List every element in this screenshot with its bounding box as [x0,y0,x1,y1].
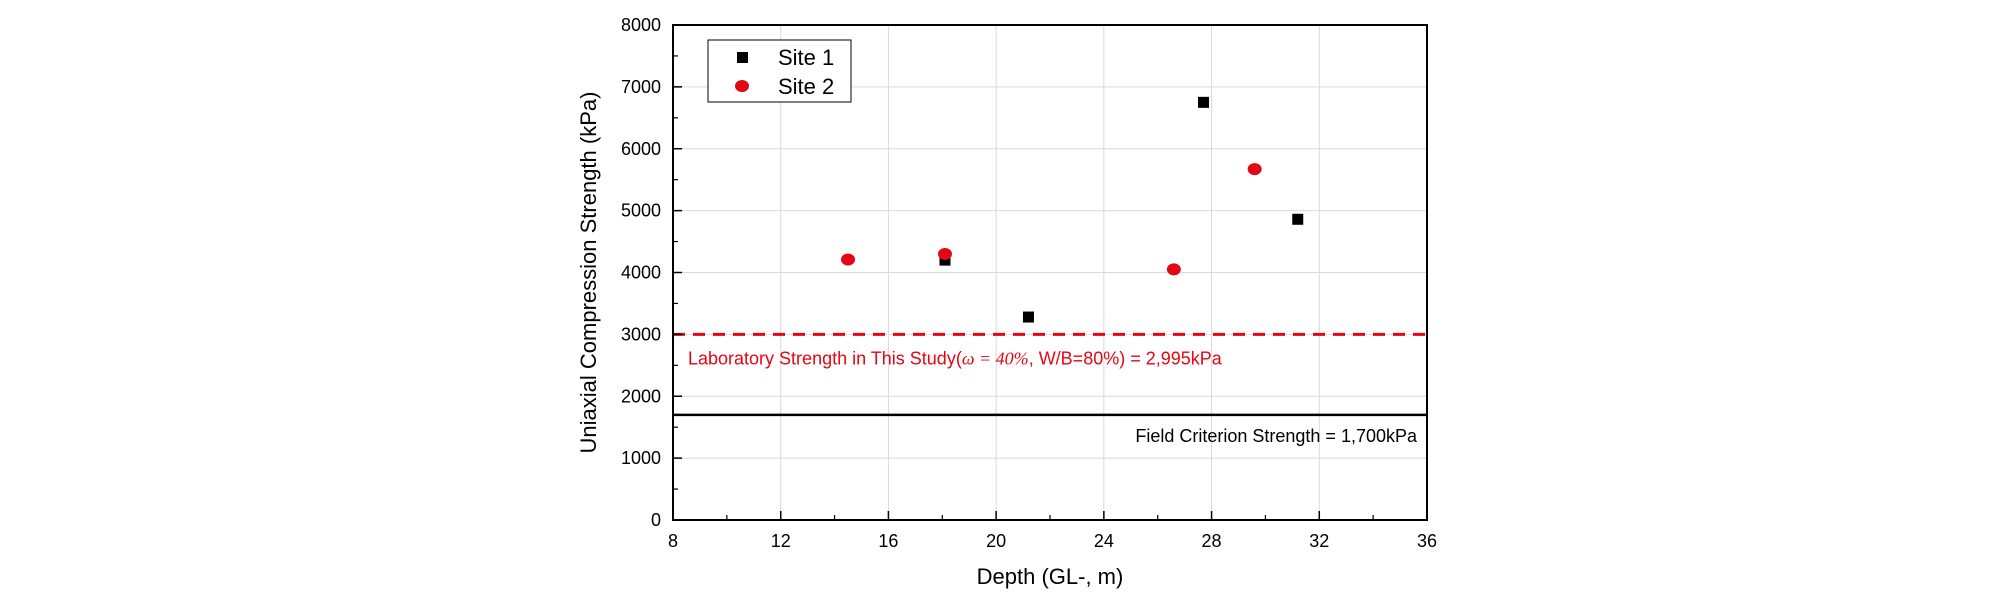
legend-label-site-1: Site 1 [778,45,834,70]
x-tick-label: 12 [771,531,791,551]
site-2-point [1247,163,1262,176]
legend-box [707,39,852,103]
lab-label-prefix: Laboratory Strength in This Study( [688,348,962,368]
x-tick-label: 28 [1202,531,1222,551]
legend: Site 1 Site 2 [707,39,852,103]
y-tick-label: 6000 [621,139,661,159]
data-points [841,96,1304,323]
laboratory-strength-label: Laboratory Strength in This Study(ω = 40… [688,348,1223,368]
y-axis-title: Uniaxial Compression Strength (kPa) [576,92,601,454]
site-1-point [939,254,951,266]
reference-lines [673,332,1427,417]
y-tick-label: 5000 [621,201,661,221]
site-1-point [1022,311,1034,323]
y-tick-labels: 0 1000 2000 3000 4000 5000 6000 7000 8000 [621,15,661,530]
x-tick-label: 8 [668,531,678,551]
y-tick-label: 8000 [621,15,661,35]
y-tick-label: 2000 [621,386,661,406]
y-tick-label: 4000 [621,263,661,283]
site-1-point [1292,213,1304,225]
x-tick-label: 20 [986,531,1006,551]
y-tick-label: 3000 [621,324,661,344]
x-tick-label: 32 [1309,531,1329,551]
y-tick-label: 0 [651,510,661,530]
legend-label-site-2: Site 2 [778,74,834,99]
lab-label-omega: ω = 40% [962,348,1029,368]
x-tick-labels: 8 12 16 20 24 28 32 36 [668,531,1437,551]
x-tick-label: 36 [1417,531,1437,551]
y-tick-label: 7000 [621,77,661,97]
lab-label-suffix: , W/B=80%) = 2,995kPa [1029,348,1223,368]
y-tick-label: 1000 [621,448,661,468]
site-2-point [937,247,952,260]
plot-frame [672,24,1428,521]
site-2-point [841,253,856,266]
legend-marker-site-2 [735,80,749,92]
field-criterion-label: Field Criterion Strength = 1,700kPa [1135,426,1418,446]
legend-marker-site-1 [737,52,748,63]
x-tick-label: 24 [1094,531,1114,551]
site-1-point [1197,96,1209,108]
x-axis-title: Depth (GL-, m) [977,564,1124,589]
x-tick-label: 16 [878,531,898,551]
site-2-point [1166,263,1181,276]
